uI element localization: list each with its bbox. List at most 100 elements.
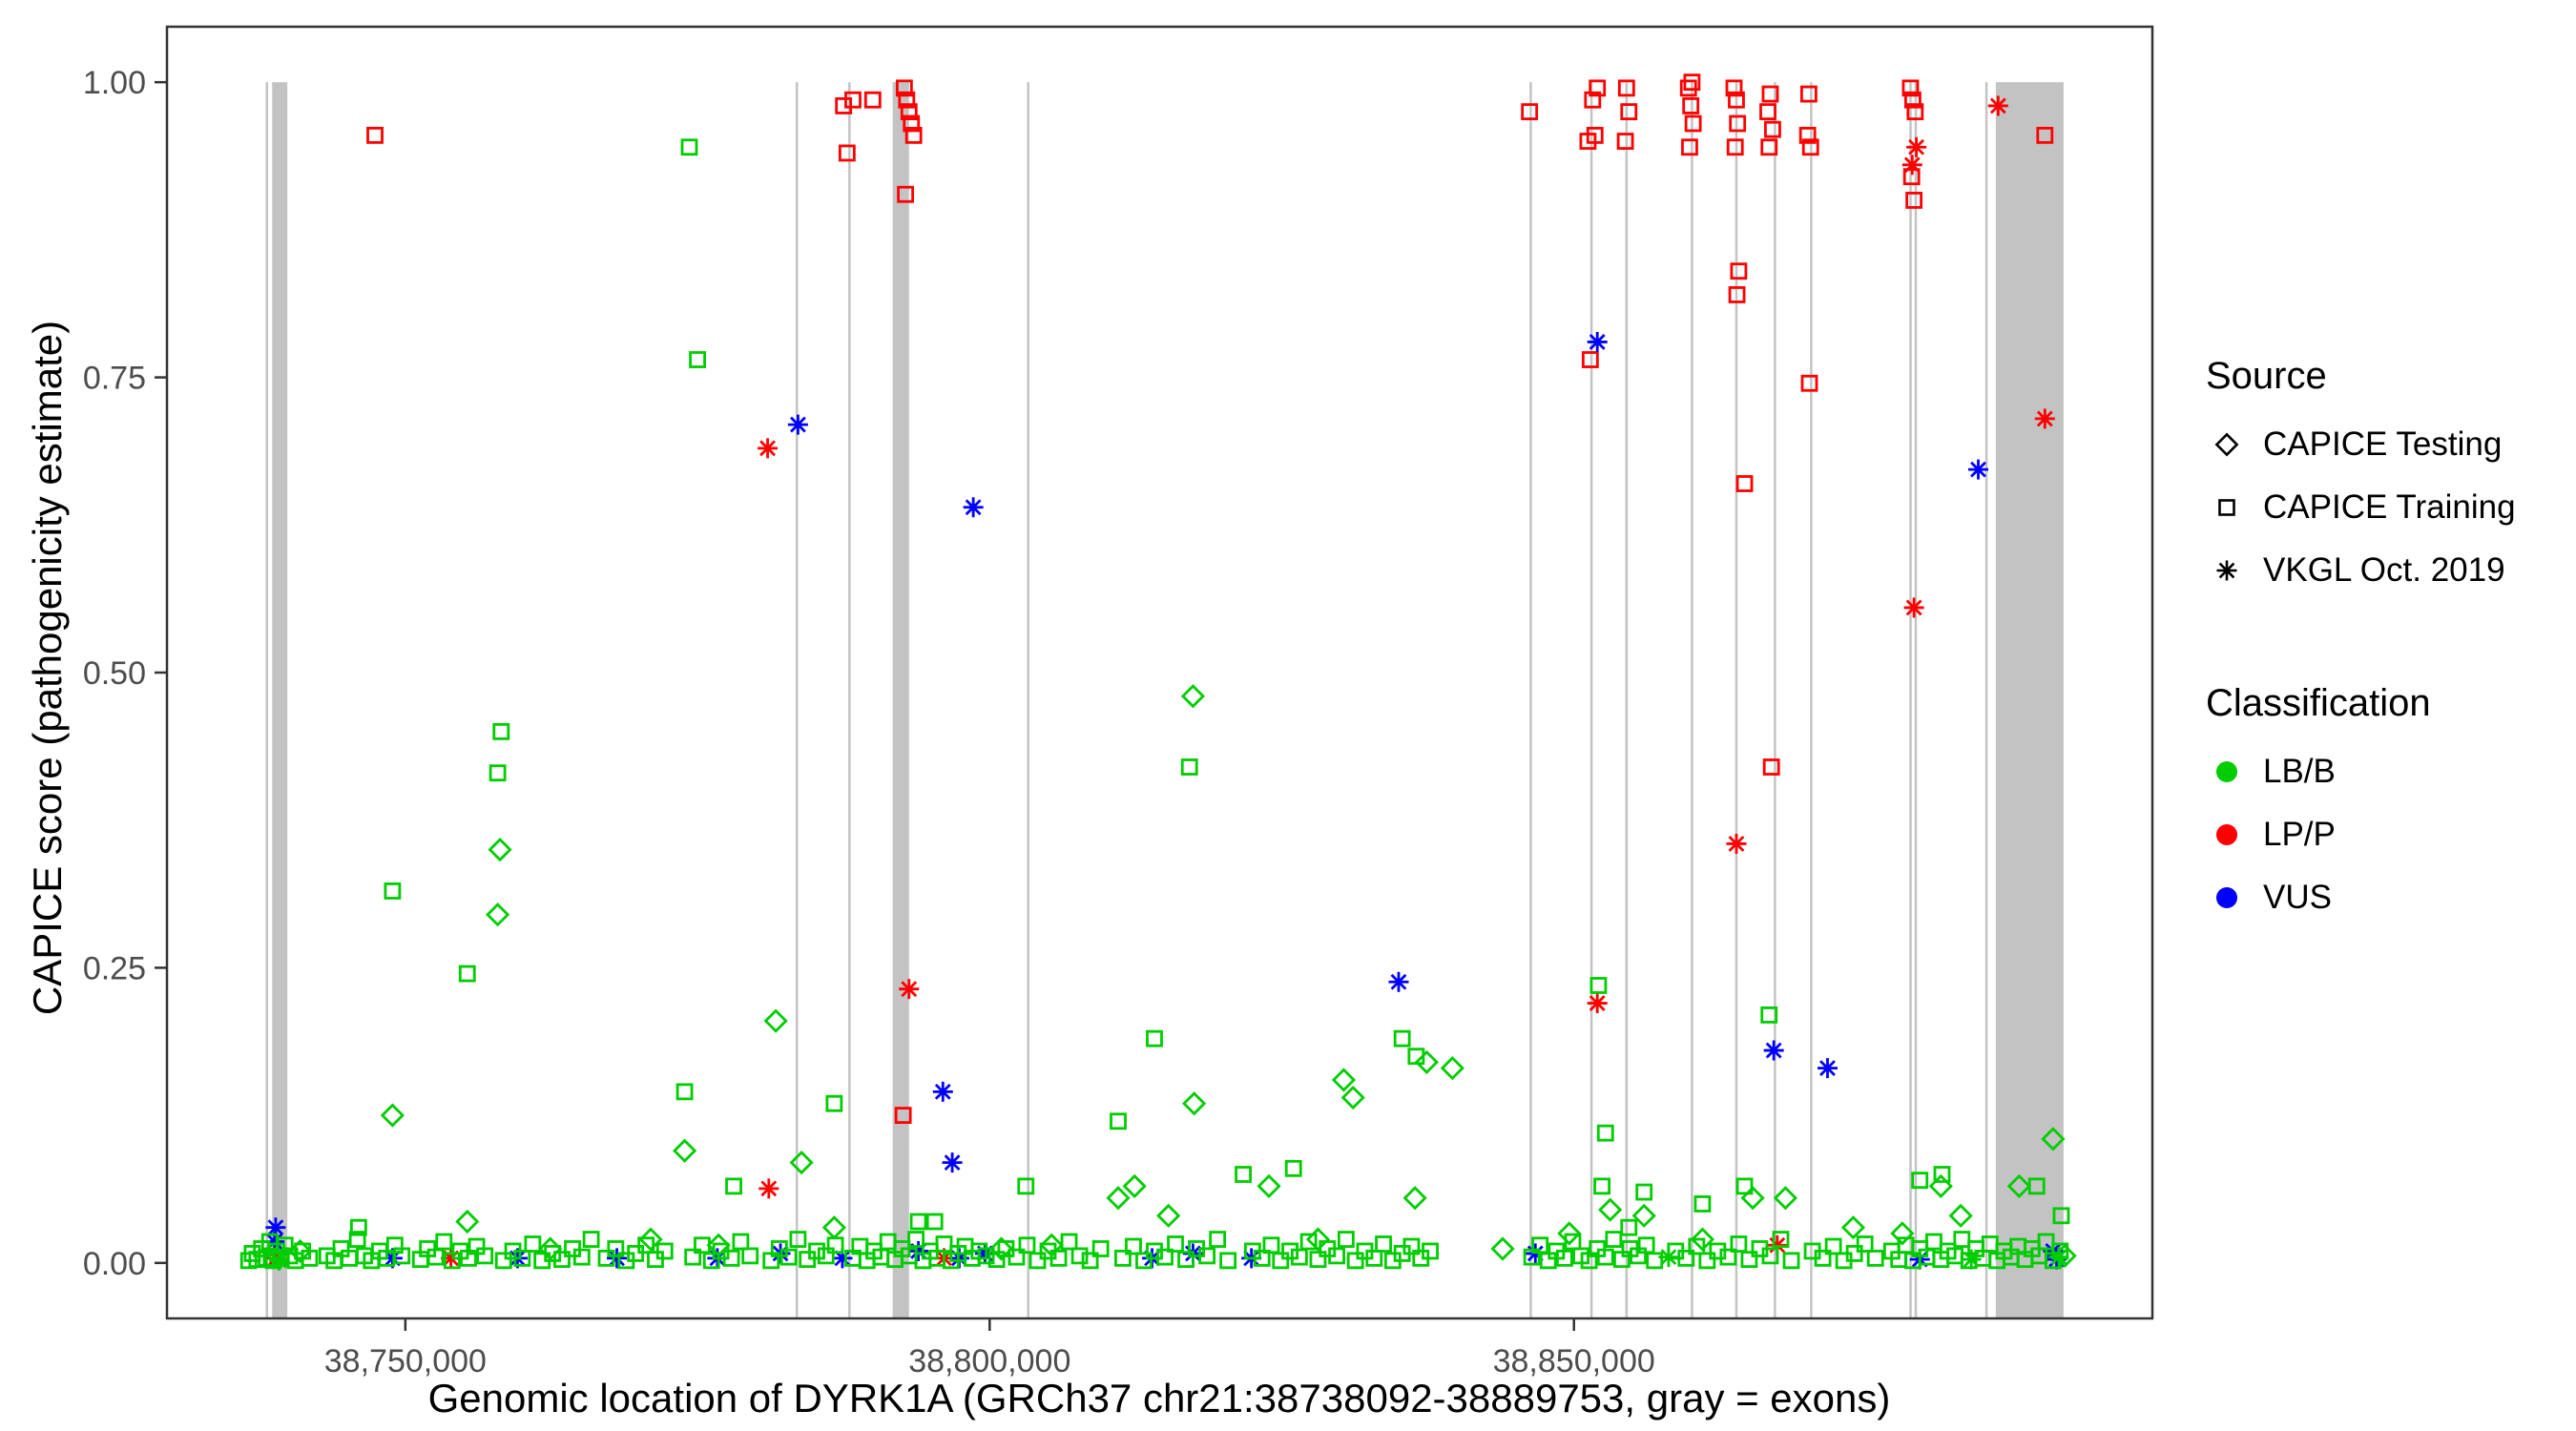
circle-icon (2216, 761, 2237, 782)
data-point-square (1284, 1159, 1302, 1177)
data-point-square (702, 1252, 720, 1270)
data-point-square (1901, 79, 1920, 97)
legend: Source CAPICE Testing CAPICE Training VKGL… (2206, 355, 2574, 929)
data-point-square (895, 79, 913, 97)
y-tick-label: 0.25 (83, 950, 146, 986)
data-point-square (935, 1235, 953, 1253)
legend-item-label: CAPICE Testing (2263, 425, 2503, 463)
data-point-square (904, 126, 923, 144)
data-point-square (1772, 1231, 1790, 1248)
diamond-icon (2214, 432, 2239, 457)
data-point-square (494, 1252, 512, 1270)
data-point-square (1925, 1233, 1942, 1251)
data-point-square (817, 1247, 835, 1265)
data-point-square (1393, 1029, 1411, 1047)
data-point-square (689, 351, 706, 368)
data-point-diamond (1690, 1227, 1715, 1252)
data-point-square (1726, 138, 1744, 156)
data-point-diamond (673, 1138, 697, 1163)
data-point-square (248, 1251, 266, 1269)
x-axis-title: Genomic location of DYRK1A (GRCh37 chr21… (427, 1376, 1891, 1421)
data-point-square (476, 1247, 494, 1265)
data-point-square (384, 882, 402, 900)
data-point-square (1845, 1245, 1863, 1262)
data-point-square (1581, 351, 1599, 368)
data-point-square (1683, 73, 1701, 92)
x-tick-label: 38,800,000 (908, 1343, 1070, 1379)
data-point-square (1740, 1251, 1758, 1269)
data-point-square (1253, 1249, 1271, 1267)
data-point-square (684, 1248, 702, 1266)
data-point-square (2037, 1233, 2055, 1251)
data-point-square (898, 91, 916, 109)
data-point-square (1521, 103, 1539, 121)
data-point-diamond (1257, 1173, 1281, 1198)
data-point-square (1018, 1236, 1036, 1255)
data-point-square (1760, 138, 1778, 156)
exon-band (892, 82, 909, 1318)
data-point-square (1017, 1177, 1035, 1195)
data-point-square (2027, 1177, 2046, 1195)
data-point-asterisk (1587, 331, 1608, 352)
data-point-square (1814, 1249, 1832, 1267)
exon-band (1625, 82, 1629, 1318)
data-point-square (1735, 1177, 1754, 1195)
data-point-diamond (1631, 1203, 1656, 1228)
data-point-square (488, 764, 507, 782)
y-axis-title: CAPICE score (pathogenicity estimate) (25, 320, 70, 1016)
data-point-diamond (1402, 1186, 1427, 1211)
data-point-square (1728, 286, 1746, 303)
data-point-square (1556, 1249, 1573, 1267)
data-point-square (1953, 1231, 1971, 1248)
data-point-square (1156, 1248, 1174, 1266)
data-point-square (1764, 120, 1781, 138)
data-point-square (1904, 91, 1922, 109)
data-point-square (435, 1233, 453, 1251)
data-point-square (1620, 103, 1638, 121)
data-point-asterisk (758, 1178, 779, 1199)
data-point-square (1620, 1218, 1638, 1236)
data-point-asterisk (1388, 971, 1409, 992)
data-point-square (582, 1231, 600, 1248)
data-point-square (844, 91, 862, 109)
data-point-square (1760, 1006, 1778, 1024)
legend-gap (2206, 602, 2574, 682)
data-point-square (1759, 103, 1776, 121)
data-point-square (1337, 1231, 1355, 1248)
data-point-square (838, 144, 856, 162)
data-point-square (2052, 1207, 2070, 1225)
data-point-square (1761, 1247, 1779, 1265)
data-point-square (1799, 85, 1818, 103)
data-point-square (1688, 1237, 1706, 1255)
data-point-square (907, 1231, 925, 1248)
data-point-square (1219, 1252, 1237, 1270)
exon-band (1027, 82, 1029, 1318)
exon-band (272, 82, 288, 1318)
data-point-diamond (988, 1236, 1014, 1261)
legend-item-label: LB/B (2263, 753, 2336, 790)
exon-band (848, 82, 851, 1318)
data-point-diamond (455, 1209, 480, 1234)
data-point-diamond (1122, 1173, 1147, 1198)
data-point-square (1299, 1233, 1318, 1251)
data-point-diamond (2041, 1127, 2066, 1151)
data-point-square (1933, 1166, 1951, 1183)
data-point-square (1635, 1183, 1653, 1201)
asterisk-icon (2216, 560, 2237, 581)
data-point-square (1081, 1252, 1099, 1270)
data-point-square (1596, 1248, 1614, 1266)
legend-item-square: CAPICE Training (2206, 476, 2574, 539)
data-point-square (597, 1249, 615, 1267)
legend-item-lb-b: LB/B (2206, 740, 2574, 803)
data-point-square (1605, 1231, 1623, 1248)
data-point-square (1290, 1248, 1308, 1266)
data-point-square (1110, 1112, 1127, 1130)
data-point-square (348, 1231, 366, 1248)
exon-band (265, 82, 268, 1318)
legend-source-items: CAPICE Testing CAPICE Training VKGL Oct. 2… (2206, 413, 2574, 602)
data-point-square (2036, 126, 2054, 144)
data-point-square (349, 1218, 367, 1236)
data-point-diamond (488, 838, 512, 862)
data-point-square (1730, 262, 1748, 280)
data-point-asterisk (1817, 1058, 1838, 1079)
